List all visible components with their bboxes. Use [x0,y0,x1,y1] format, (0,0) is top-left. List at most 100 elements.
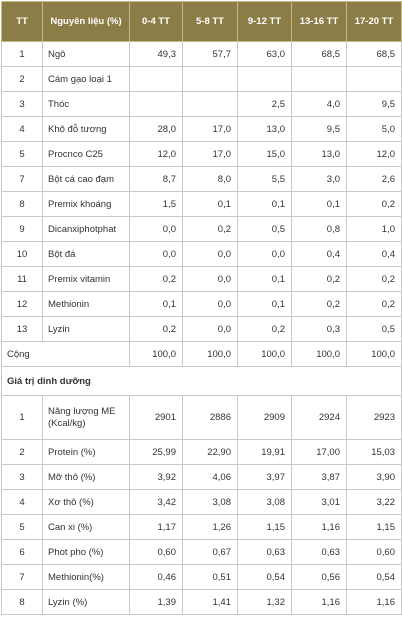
ingredient-value: 8,7 [129,166,183,192]
nutrition-name: Protein (%) [42,439,130,465]
ingredient-value: 0,1 [291,191,347,217]
ingredient-tt: 8 [1,191,43,217]
ingredient-value: 0,1 [237,191,292,217]
nutrition-value: 17,00 [291,439,347,465]
nutrition-value: 0,54 [346,564,402,590]
total-value: 100,0 [129,341,183,367]
ingredient-row: 11 Premix vitamin 0,2 0,0 0,1 0,2 0,2 [1,266,402,292]
nutrition-value: 3,90 [346,464,402,490]
ingredient-value: 0,0 [237,241,292,267]
nutrition-value: 4,06 [182,464,238,490]
ingredient-value: 5,5 [237,166,292,192]
ingredient-value: 13,0 [291,141,347,167]
ingredient-row: 12 Methionin 0,1 0,0 0,1 0,2 0,2 [1,291,402,317]
ingredient-value: 17,0 [182,141,238,167]
ingredient-tt: 7 [1,166,43,192]
ingredient-value: 9,5 [291,116,347,142]
nutrition-tt: 7 [1,564,43,590]
nutrition-value: 0,60 [346,539,402,565]
nutrition-value: 3,08 [237,489,292,515]
ingredient-tt: 13 [1,316,43,342]
ingredient-value: 1,5 [129,191,183,217]
ingredient-value: 4,0 [291,91,347,117]
nutrition-value: 1,16 [346,589,402,615]
nutrition-title-row: Giá trị dinh dưỡng [1,366,402,396]
ingredient-name: Dicanxiphotphat [42,216,130,242]
feed-formula-table: TT Nguyên liệu (%) 0-4 TT 5-8 TT 9-12 TT… [1,1,402,615]
ingredient-value: 0,2 [291,291,347,317]
nutrition-tt: 1 [1,395,43,440]
ingredient-row: 8 Premix khoáng 1,5 0,1 0,1 0,1 0,2 [1,191,402,217]
nutrition-name: Năng lượng ME (Kcal/kg) [42,395,130,440]
nutrition-name: Phot pho (%) [42,539,130,565]
ingredient-tt: 3 [1,91,43,117]
ingredient-value: 12,0 [346,141,402,167]
ingredient-value: 0,4 [291,241,347,267]
ingredient-value: 0,2 [346,191,402,217]
header-phase: 13-16 TT [291,1,347,42]
ingredient-value: 0,2 [182,216,238,242]
ingredient-value: 0,0 [182,266,238,292]
ingredient-value: 0,4 [346,241,402,267]
nutrition-value: 0,63 [237,539,292,565]
ingredient-value [346,66,402,92]
nutrition-value: 2886 [182,395,238,440]
ingredient-row: 13 Lyzin 0,2 0,0 0,2 0,3 0,5 [1,316,402,342]
ingredient-row: 4 Khô đỗ tương 28,0 17,0 13,0 9,5 5,0 [1,116,402,142]
nutrition-row: 7 Methionin(%) 0,46 0,51 0,54 0,56 0,54 [1,564,402,590]
ingredient-value: 13,0 [237,116,292,142]
header-row: TT Nguyên liệu (%) 0-4 TT 5-8 TT 9-12 TT… [1,1,402,42]
nutrition-row: 4 Xơ thô (%) 3,42 3,08 3,08 3,01 3,22 [1,489,402,515]
nutrition-tt: 5 [1,514,43,540]
total-value: 100,0 [291,341,347,367]
nutrition-tt: 8 [1,589,43,615]
ingredient-tt: 9 [1,216,43,242]
ingredient-value: 68,5 [346,41,402,67]
nutrition-value: 0,56 [291,564,347,590]
ingredient-value: 5,0 [346,116,402,142]
ingredient-value: 0,3 [291,316,347,342]
ingredient-tt: 1 [1,41,43,67]
nutrition-value: 0,46 [129,564,183,590]
nutrition-value: 3,97 [237,464,292,490]
ingredient-tt: 11 [1,266,43,292]
ingredient-tt: 10 [1,241,43,267]
total-value: 100,0 [237,341,292,367]
ingredient-name: Ngô [42,41,130,67]
ingredient-row: 9 Dicanxiphotphat 0,0 0,2 0,5 0,8 1,0 [1,216,402,242]
ingredient-value: 0,5 [346,316,402,342]
nutrition-value: 3,08 [182,489,238,515]
table-header: TT Nguyên liệu (%) 0-4 TT 5-8 TT 9-12 TT… [1,1,402,42]
nutrition-body: 1 Năng lượng ME (Kcal/kg) 2901 2886 2909 2924… [1,395,402,615]
nutrition-name: Lyzin (%) [42,589,130,615]
ingredient-tt: 2 [1,66,43,92]
nutrition-value: 1,16 [291,589,347,615]
nutrition-tt: 4 [1,489,43,515]
ingredient-name: Premix khoáng [42,191,130,217]
nutrition-value: 2901 [129,395,183,440]
ingredient-value: 0,8 [291,216,347,242]
nutrition-row: 5 Can xi (%) 1,17 1,26 1,15 1,16 1,15 [1,514,402,540]
ingredient-tt: 5 [1,141,43,167]
nutrition-value: 1,16 [291,514,347,540]
ingredient-value: 3,0 [291,166,347,192]
header-ingredient: Nguyên liệu (%) [42,1,130,42]
ingredient-name: Methionin [42,291,130,317]
ingredient-value [129,66,183,92]
ingredient-name: Premix vitamin [42,266,130,292]
ingredient-name: Thóc [42,91,130,117]
header-phase: 17-20 TT [346,1,402,42]
ingredient-value [237,66,292,92]
ingredient-value: 1,0 [346,216,402,242]
nutrition-value: 25,99 [129,439,183,465]
ingredient-name: Cám gạo loại 1 [42,66,130,92]
total-label: Cộng [1,341,130,367]
ingredient-tt: 4 [1,116,43,142]
ingredient-value: 0,2 [129,266,183,292]
nutrition-row: 6 Phot pho (%) 0,60 0,67 0,63 0,63 0,60 [1,539,402,565]
total-value: 100,0 [346,341,402,367]
ingredient-value [129,91,183,117]
ingredient-value: 63,0 [237,41,292,67]
ingredient-value: 0,2 [346,291,402,317]
ingredient-value: 17,0 [182,116,238,142]
